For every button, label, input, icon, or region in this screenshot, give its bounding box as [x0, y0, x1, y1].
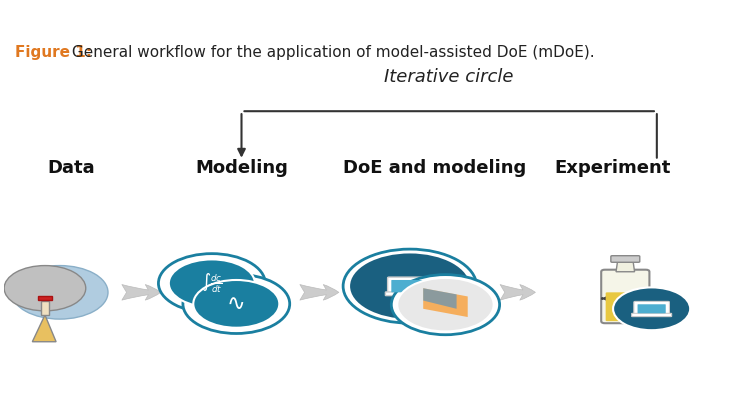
Circle shape [194, 280, 279, 328]
Text: Data: Data [47, 159, 94, 177]
Polygon shape [40, 301, 50, 315]
Polygon shape [423, 288, 468, 317]
FancyBboxPatch shape [634, 302, 670, 315]
FancyBboxPatch shape [386, 292, 434, 296]
Circle shape [11, 265, 108, 319]
Text: $\int \frac{dc}{dt}$: $\int \frac{dc}{dt}$ [201, 272, 223, 295]
Polygon shape [38, 296, 52, 300]
Text: Experiment: Experiment [554, 159, 670, 177]
Polygon shape [616, 262, 634, 272]
Text: General workflow for the application of model-assisted DoE (mDoE).: General workflow for the application of … [68, 45, 595, 60]
Circle shape [613, 287, 690, 330]
Text: Figure 1:: Figure 1: [15, 45, 92, 60]
Circle shape [343, 249, 476, 323]
FancyBboxPatch shape [602, 270, 650, 323]
FancyBboxPatch shape [610, 256, 640, 262]
FancyBboxPatch shape [392, 280, 428, 292]
Polygon shape [423, 288, 457, 309]
Circle shape [169, 260, 255, 307]
FancyBboxPatch shape [632, 313, 672, 317]
Text: Modeling: Modeling [195, 159, 288, 177]
Circle shape [4, 265, 86, 311]
Circle shape [392, 275, 500, 335]
Circle shape [158, 254, 266, 313]
Text: ∿: ∿ [227, 294, 245, 314]
Circle shape [398, 278, 494, 331]
Polygon shape [32, 315, 56, 342]
Text: Iterative circle: Iterative circle [385, 68, 514, 87]
Circle shape [349, 252, 471, 320]
Text: DoE and modeling: DoE and modeling [343, 159, 526, 177]
FancyBboxPatch shape [606, 292, 645, 321]
FancyBboxPatch shape [388, 277, 432, 294]
FancyBboxPatch shape [638, 304, 666, 313]
Circle shape [183, 274, 290, 333]
